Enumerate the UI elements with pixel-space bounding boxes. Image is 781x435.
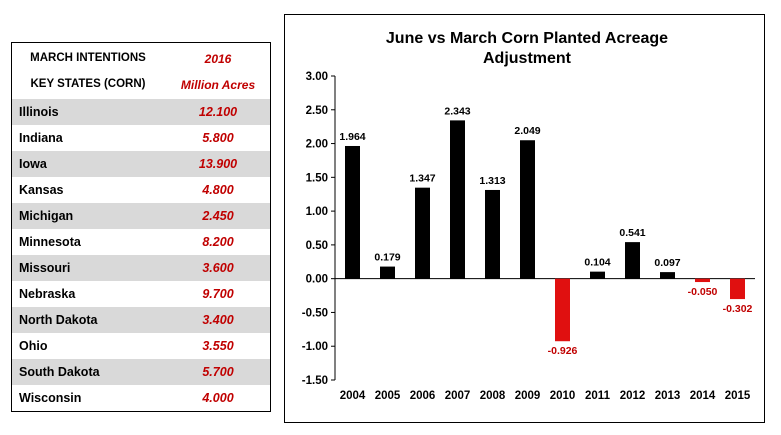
x-tick-label: 2005	[375, 390, 401, 402]
state-name: Michigan	[19, 209, 74, 223]
bar	[695, 278, 710, 283]
data-label: 1.313	[479, 175, 505, 187]
state-name: Iowa	[19, 157, 47, 171]
y-tick-label: 1.50	[306, 172, 328, 184]
bar	[485, 189, 500, 279]
table-row: South Dakota 5.700	[12, 359, 270, 385]
y-tick-label: -1.00	[302, 341, 328, 353]
y-tick-label: 0.50	[306, 240, 328, 252]
bar	[450, 120, 465, 279]
data-label: 1.347	[409, 173, 435, 185]
data-label: 0.179	[374, 252, 400, 264]
bar-chart: June vs March Corn Planted Acreage Adjus…	[284, 14, 765, 423]
state-acres: 13.900	[198, 157, 238, 171]
data-label: -0.926	[548, 345, 578, 357]
state-acres: 8.200	[202, 235, 234, 249]
table-row: Ohio 3.550	[12, 333, 270, 359]
table-row: Illinois 12.100	[12, 99, 270, 125]
x-tick-label: 2012	[620, 390, 646, 402]
bar	[415, 187, 430, 279]
state-acres: 4.800	[202, 183, 234, 197]
data-label: -0.302	[723, 303, 753, 315]
y-tick-label: -0.50	[302, 307, 328, 319]
bar	[660, 272, 675, 279]
x-tick-label: 2004	[340, 390, 366, 402]
x-tick-label: 2007	[445, 390, 471, 402]
y-tick-label: -1.50	[302, 375, 328, 387]
table-row: Missouri 3.600	[12, 255, 270, 281]
state-name: South Dakota	[19, 365, 100, 379]
table-body: Illinois 12.100 Indiana 5.800 Iowa 13.900 Kans…	[12, 99, 270, 411]
table-row: Iowa 13.900	[12, 151, 270, 177]
data-label: 0.104	[584, 257, 610, 269]
table-row: Michigan 2.450	[12, 203, 270, 229]
bar	[590, 271, 605, 279]
state-name: Illinois	[19, 105, 59, 119]
state-name: North Dakota	[19, 313, 98, 327]
bar	[730, 278, 745, 300]
state-acres: 4.000	[202, 391, 234, 405]
state-acres: 3.550	[202, 339, 234, 353]
state-name: Missouri	[19, 261, 71, 275]
data-label: 0.541	[619, 227, 645, 239]
y-tick-label: 0.00	[306, 274, 328, 286]
data-label: 1.964	[339, 131, 365, 143]
table-row: Nebraska 9.700	[12, 281, 270, 307]
x-tick-label: 2015	[725, 390, 751, 402]
state-name: Indiana	[19, 131, 63, 145]
y-tick-label: 3.00	[306, 71, 328, 83]
state-acres: 3.400	[202, 313, 234, 327]
state-name: Nebraska	[19, 287, 76, 301]
header-march-intentions: MARCH INTENTIONS	[30, 52, 146, 64]
chart-title-line2: Adjustment	[483, 50, 572, 67]
x-tick-label: 2011	[585, 390, 611, 402]
bar	[345, 145, 360, 279]
x-tick-label: 2010	[550, 390, 576, 402]
y-tick-label: 2.00	[306, 139, 328, 151]
header-key-states: KEY STATES (CORN)	[30, 78, 146, 90]
state-acres: 12.100	[198, 105, 238, 119]
x-tick-label: 2008	[480, 390, 506, 402]
table-row: Indiana 5.800	[12, 125, 270, 151]
bar	[380, 266, 395, 279]
data-label: 0.097	[654, 257, 680, 269]
header-units: Million Acres	[180, 78, 256, 92]
acreage-table: MARCH INTENTIONS KEY STATES (CORN) 2016 …	[11, 42, 271, 412]
y-tick-label: 1.00	[306, 206, 328, 218]
header-year: 2016	[204, 52, 232, 66]
bar	[555, 278, 570, 342]
data-label: 2.343	[444, 105, 470, 117]
table-row: Wisconsin 4.000	[12, 385, 270, 411]
table-header: MARCH INTENTIONS KEY STATES (CORN) 2016 …	[12, 43, 270, 99]
state-name: Kansas	[19, 183, 64, 197]
bar	[625, 242, 640, 279]
table-row: North Dakota 3.400	[12, 307, 270, 333]
bar	[520, 140, 535, 279]
state-acres: 3.600	[202, 261, 234, 275]
chart-svg: June vs March Corn Planted Acreage Adjus…	[302, 30, 755, 402]
state-acres: 5.800	[202, 131, 234, 145]
state-name: Minnesota	[19, 235, 81, 249]
x-tick-label: 2006	[410, 390, 436, 402]
table-row: Minnesota 8.200	[12, 229, 270, 255]
state-acres: 2.450	[202, 209, 234, 223]
x-tick-label: 2009	[515, 390, 541, 402]
data-label: 2.049	[514, 125, 540, 137]
x-tick-label: 2013	[655, 390, 681, 402]
table-row: Kansas 4.800	[12, 177, 270, 203]
state-acres: 5.700	[202, 365, 234, 379]
y-tick-label: 2.50	[306, 105, 328, 117]
data-label: -0.050	[688, 286, 718, 298]
state-acres: 9.700	[202, 287, 234, 301]
chart-title-line1: June vs March Corn Planted Acreage	[386, 30, 668, 47]
state-name: Wisconsin	[19, 391, 82, 405]
state-name: Ohio	[19, 339, 48, 353]
x-tick-label: 2014	[690, 390, 716, 402]
